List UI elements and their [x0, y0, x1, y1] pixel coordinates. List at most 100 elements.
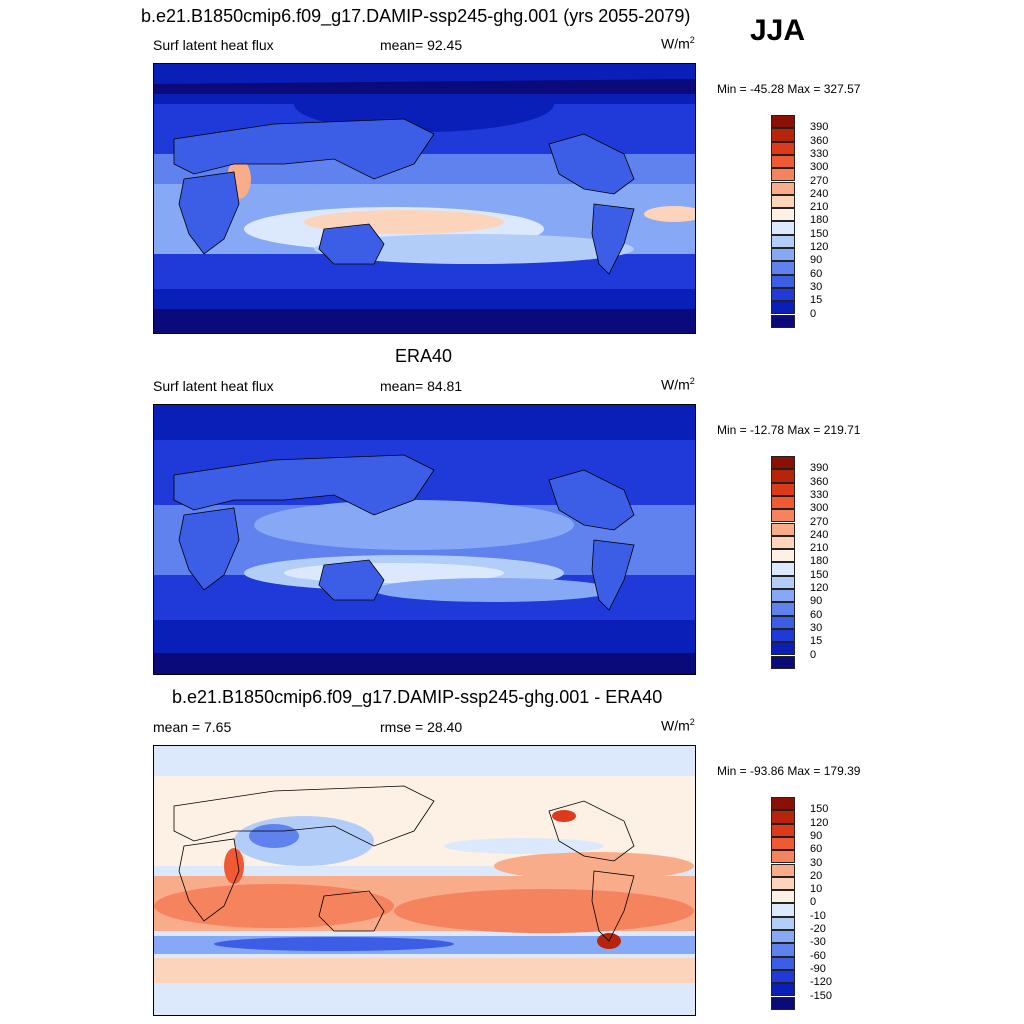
colorbar-tick-label: 60 — [810, 267, 823, 280]
colorbar-tick-label: -30 — [810, 936, 826, 949]
panel-2-left-label: Surf latent heat flux — [153, 378, 274, 394]
colorbar-swatch — [771, 469, 795, 483]
colorbar-tick-label: 330 — [810, 147, 829, 160]
panel-3-rmse-label: rmse = 28.40 — [380, 719, 463, 735]
colorbar-tick-label: 150 — [810, 568, 829, 581]
colorbar-tick-label: 90 — [810, 595, 823, 608]
colorbar-tick-label: 180 — [810, 555, 829, 568]
colorbar-tick-label: -150 — [810, 989, 833, 1002]
colorbar-swatch — [771, 628, 795, 643]
colorbar-tick-label: 150 — [810, 227, 829, 240]
colorbar-swatch — [771, 168, 795, 182]
colorbar-swatch — [771, 208, 795, 222]
colorbar-swatch — [771, 930, 795, 944]
colorbar-tick-label: 90 — [810, 254, 823, 267]
colorbar-swatch — [771, 969, 795, 984]
colorbar-swatch — [771, 456, 795, 470]
panel-2-colorbar: 390 360 330 300 270 240 210 180 150 120 90 60 30 15 0 — [771, 456, 828, 669]
colorbar-swatch — [771, 655, 795, 669]
panel-3-units: W/m2 — [661, 717, 695, 734]
colorbar-tick-label: 15 — [810, 635, 823, 648]
colorbar-tick-label: 10 — [810, 883, 823, 896]
panel-1-left-label: Surf latent heat flux — [153, 37, 274, 53]
colorbar-swatch — [771, 575, 795, 589]
colorbar-tick-label: 240 — [810, 528, 829, 541]
colorbar-tick-label: 270 — [810, 174, 829, 187]
colorbar-tick-label: 30 — [810, 280, 823, 293]
colorbar-swatch — [771, 810, 795, 824]
colorbar-swatch — [771, 154, 795, 169]
colorbar-tick-label: 0 — [810, 648, 817, 661]
panel-2-mean-label: mean= 84.81 — [380, 378, 463, 394]
colorbar-swatch — [771, 261, 795, 275]
colorbar-tick-label: 120 — [810, 816, 829, 829]
colorbar-tick-label: 150 — [810, 803, 829, 816]
season-label: JJA — [750, 14, 806, 47]
colorbar-tick-label: 300 — [810, 161, 829, 174]
colorbar-tick-label: 390 — [810, 462, 829, 475]
colorbar-tick-label: 210 — [810, 542, 829, 555]
colorbar-tick-label: 360 — [810, 134, 829, 147]
colorbar-tick-label: 210 — [810, 201, 829, 214]
colorbar-swatch — [771, 115, 795, 129]
colorbar-swatch — [771, 301, 795, 315]
panel-3-map — [153, 745, 696, 1016]
colorbar-tick-label: 360 — [810, 475, 829, 488]
colorbar-swatch — [771, 876, 795, 891]
colorbar-swatch — [771, 287, 795, 302]
colorbar-swatch — [771, 194, 795, 209]
colorbar-swatch — [771, 535, 795, 550]
panel-1-title: b.e21.B1850cmip6.f09_g17.DAMIP-ssp245-gh… — [141, 6, 691, 26]
colorbar-tick-label: 180 — [810, 214, 829, 227]
colorbar-tick-label: 90 — [810, 829, 823, 842]
colorbar-tick-label: 390 — [810, 121, 829, 134]
colorbar-swatch — [771, 181, 795, 195]
colorbar-tick-label: 30 — [810, 856, 823, 869]
colorbar-swatch — [771, 248, 795, 262]
colorbar-tick-label: 120 — [810, 582, 829, 594]
colorbar-swatch — [771, 589, 795, 603]
colorbar-swatch — [771, 890, 795, 904]
colorbar-swatch — [771, 522, 795, 536]
colorbar-swatch — [771, 221, 795, 235]
colorbar-tick-label: 120 — [810, 241, 829, 253]
colorbar-tick-label: 0 — [810, 896, 817, 909]
colorbar-swatch — [771, 863, 795, 877]
colorbar-swatch — [771, 956, 795, 970]
colorbar-swatch — [771, 823, 795, 837]
colorbar-tick-label: 330 — [810, 488, 829, 501]
colorbar-tick-label: 300 — [810, 502, 829, 515]
colorbar-tick-label: -20 — [810, 923, 826, 935]
colorbar-swatch — [771, 836, 795, 851]
colorbar-swatch — [771, 495, 795, 510]
colorbar-swatch — [771, 983, 795, 997]
colorbar-swatch — [771, 314, 795, 328]
colorbar-swatch — [771, 916, 795, 930]
colorbar-swatch — [771, 562, 795, 576]
panel-1-map — [153, 63, 696, 334]
colorbar-swatch — [771, 141, 795, 155]
colorbar-swatch — [771, 943, 795, 957]
panel-1-colorbar: 390 360 330 300 270 240 210 180 150 120 90 60 30 15 0 — [771, 115, 828, 328]
colorbar-tick-label: 60 — [810, 843, 823, 856]
panel-2-units: W/m2 — [661, 376, 695, 393]
panel-3-minmax: Min = -93.86 Max = 179.39 — [717, 764, 861, 778]
colorbar-swatch — [771, 642, 795, 656]
panel-2-map — [153, 404, 696, 675]
colorbar-swatch — [771, 274, 795, 288]
panel-3-colorbar: 150 120 90 60 30 20 10 0 -10 -20 -30 -60 -90 -120 -150 — [771, 797, 832, 1010]
panel-2-title: ERA40 — [395, 346, 453, 366]
colorbar-swatch — [771, 797, 795, 811]
colorbar-swatch — [771, 128, 795, 142]
colorbar-tick-label: 15 — [810, 294, 823, 307]
colorbar-swatch — [771, 615, 795, 629]
panel-3-left-label: mean = 7.65 — [153, 719, 232, 735]
panel-2-map-field — [154, 405, 695, 674]
colorbar-tick-label: 240 — [810, 187, 829, 200]
colorbar-tick-label: 0 — [810, 307, 817, 320]
colorbar-swatch — [771, 996, 795, 1010]
panel-1-mean-label: mean= 92.45 — [380, 37, 463, 53]
colorbar-swatch — [771, 850, 795, 864]
panel-1-map-field — [154, 64, 695, 333]
colorbar-swatch — [771, 602, 795, 616]
